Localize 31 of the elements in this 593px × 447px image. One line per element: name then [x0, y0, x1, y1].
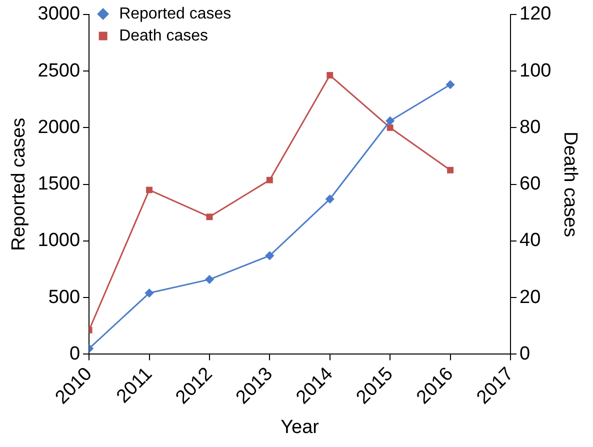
point: [326, 194, 334, 204]
y-tick-label: 2500: [38, 60, 80, 82]
point: [205, 275, 214, 284]
legend-label: Reported cases: [119, 5, 232, 22]
y2-tick-label: 20: [520, 286, 541, 308]
y-tick-label: 1000: [38, 230, 80, 252]
point: [266, 176, 273, 184]
y-tick-label: 3000: [38, 4, 80, 25]
y-tick-label: 1500: [38, 174, 80, 195]
point: [446, 80, 455, 89]
y2-tick-label: 0: [520, 343, 530, 364]
point: [146, 186, 152, 194]
point: [326, 72, 334, 79]
point: [386, 116, 394, 126]
y2-tick-label: 120: [520, 4, 552, 25]
y2-tick-label: 80: [520, 116, 541, 138]
y2-tick-label: 100: [520, 60, 552, 82]
y-tick-label: 2000: [38, 116, 80, 138]
point: [386, 124, 394, 131]
point: [447, 166, 454, 174]
y2-tick-label: 60: [520, 174, 541, 195]
y2-axis-title: Death cases: [559, 131, 580, 238]
legend-label: Death cases: [119, 27, 208, 44]
y2-tick-label: 40: [520, 230, 541, 252]
point: [145, 288, 154, 298]
point: [265, 251, 274, 260]
point: [206, 214, 213, 220]
y-tick-label: 0: [69, 343, 80, 364]
y-tick-label: 500: [48, 286, 80, 308]
x-axis-title: Year: [280, 416, 320, 438]
y-axis-title: Reported cases: [8, 118, 30, 251]
